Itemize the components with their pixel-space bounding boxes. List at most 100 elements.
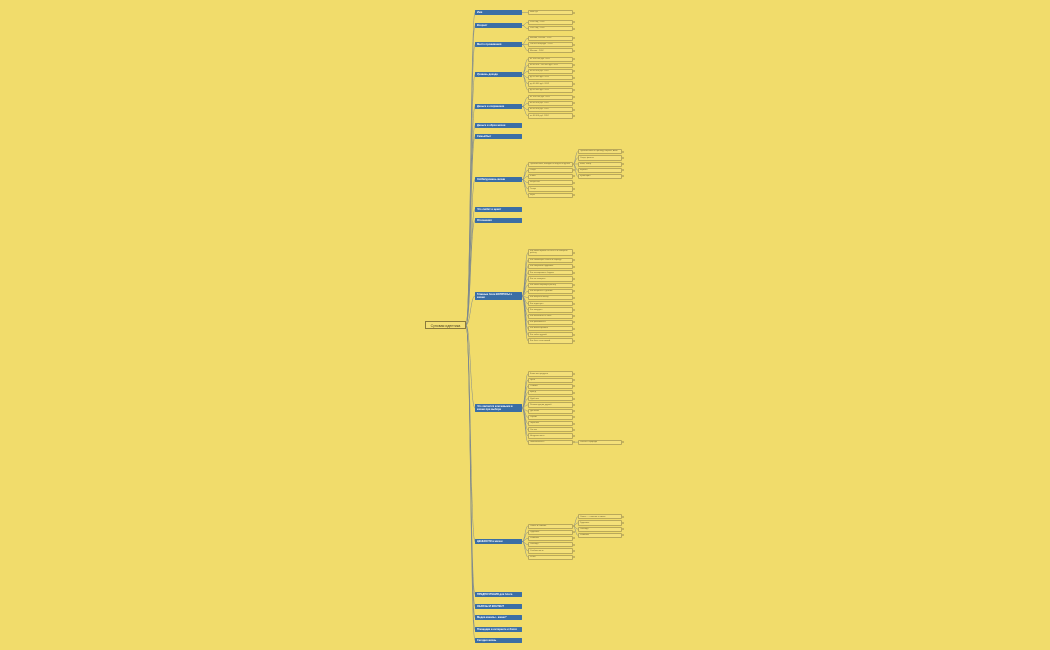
collapse-dot-icon[interactable] [572, 441, 575, 444]
collapse-dot-icon[interactable] [572, 531, 575, 534]
branch-topic[interactable]: ЦЕННОСТИ в жизни [475, 539, 522, 544]
collapse-dot-icon[interactable] [572, 321, 575, 324]
collapse-dot-icon[interactable] [572, 37, 575, 40]
collapse-dot-icon[interactable] [572, 302, 575, 305]
subtopic[interactable]: Книги [528, 173, 573, 180]
collapse-dot-icon[interactable] [572, 58, 575, 60]
subtopic[interactable]: Путешествия, поездки на отдых за рубеж [528, 161, 573, 167]
collapse-dot-icon[interactable] [621, 163, 624, 165]
collapse-dot-icon[interactable] [572, 556, 575, 558]
subtopic[interactable]: 2042 год - 2052 [528, 26, 573, 32]
collapse-dot-icon[interactable] [572, 76, 575, 79]
collapse-dot-icon[interactable] [572, 385, 575, 388]
collapse-dot-icon[interactable] [621, 528, 624, 531]
collapse-dot-icon[interactable] [572, 96, 575, 99]
subtopic[interactable]: Стабильность [528, 548, 573, 554]
subtopic[interactable]: Как планировать бюджет [528, 270, 573, 276]
subtopic[interactable]: Доставка [528, 408, 573, 414]
branch-topic[interactable]: ОБРАЗЫ И КОНТЕНТ [475, 604, 522, 609]
subtopic[interactable]: Искусство [528, 180, 573, 186]
subtopic[interactable]: Как найти время на себя и не потерять ра… [528, 248, 573, 257]
collapse-dot-icon[interactable] [572, 187, 575, 190]
collapse-dot-icon[interactable] [572, 265, 575, 268]
subtopic[interactable]: Как сохранить здоровье [528, 264, 573, 270]
sub-subtopic[interactable]: Спорт, фитнес [578, 155, 622, 161]
collapse-dot-icon[interactable] [621, 534, 624, 537]
root-topic[interactable]: Суповая идентика [425, 321, 466, 329]
subtopic[interactable]: Как не выгореть [528, 276, 573, 282]
subtopic[interactable]: Экологичность [528, 439, 573, 445]
branch-topic[interactable]: Что любит и ценит [475, 207, 522, 212]
sub-subtopic[interactable]: Забота о природе [578, 439, 622, 445]
collapse-dot-icon[interactable] [621, 169, 624, 172]
subtopic[interactable]: Бренд [528, 390, 573, 396]
collapse-dot-icon[interactable] [572, 64, 575, 67]
subtopic[interactable]: Игры [528, 192, 573, 198]
collapse-dot-icon[interactable] [572, 251, 575, 254]
subtopic[interactable]: Натуральность [528, 433, 573, 439]
subtopic[interactable]: Как общаться с детьми [528, 288, 573, 295]
collapse-dot-icon[interactable] [572, 259, 575, 262]
subtopic[interactable]: от 100 000 руб. 2052 [528, 94, 573, 100]
collapse-dot-icon[interactable] [621, 521, 624, 524]
subtopic[interactable]: Спорт [528, 167, 573, 173]
collapse-dot-icon[interactable] [572, 21, 575, 24]
subtopic[interactable]: Как инвестировать [528, 326, 573, 332]
sub-subtopic[interactable]: Семья — главное в жизни [578, 514, 622, 520]
collapse-dot-icon[interactable] [572, 327, 575, 330]
collapse-dot-icon[interactable] [572, 434, 575, 437]
branch-topic[interactable]: Площадки в интернете и блоги [475, 627, 522, 632]
collapse-dot-icon[interactable] [572, 379, 575, 382]
sub-subtopic[interactable]: Кино, театр [578, 161, 622, 167]
subtopic[interactable]: Как найти друзей [528, 332, 573, 338]
subtopic[interactable]: Как отдохнуть [528, 301, 573, 307]
branch-topic[interactable]: Место проживания [475, 42, 522, 47]
collapse-dot-icon[interactable] [572, 372, 575, 375]
branch-topic[interactable]: ПРЕДПОЧТЕНИЯ для блога [475, 592, 522, 597]
collapse-dot-icon[interactable] [621, 441, 624, 444]
subtopic[interactable]: от 40 000 руб. 2052 [528, 113, 573, 119]
collapse-dot-icon[interactable] [572, 82, 575, 85]
collapse-dot-icon[interactable] [572, 333, 575, 336]
sub-subtopic[interactable]: Музыка [578, 167, 622, 173]
subtopic[interactable]: Москва, Россия - 2052 [528, 35, 573, 42]
subtopic[interactable]: Москва - 2052 [528, 48, 573, 54]
collapse-dot-icon[interactable] [572, 428, 575, 431]
collapse-dot-icon[interactable] [572, 43, 575, 46]
subtopic[interactable]: Качество продукта [528, 371, 573, 377]
subtopic[interactable]: Свобода [528, 542, 573, 548]
collapse-dot-icon[interactable] [572, 410, 575, 413]
collapse-dot-icon[interactable] [572, 403, 575, 406]
subtopic[interactable]: Как найти хорошую работу [528, 282, 573, 288]
collapse-dot-icon[interactable] [572, 49, 575, 52]
collapse-dot-icon[interactable] [572, 102, 575, 105]
collapse-dot-icon[interactable] [572, 11, 575, 14]
collapse-dot-icon[interactable] [572, 271, 575, 274]
collapse-dot-icon[interactable] [572, 308, 575, 311]
branch-topic[interactable]: Имя [475, 10, 522, 15]
collapse-dot-icon[interactable] [572, 27, 575, 30]
branch-topic[interactable]: Возраст [475, 23, 522, 28]
sub-subtopic[interactable]: Свобода [578, 526, 622, 532]
subtopic[interactable]: от 60 000 руб. 2052 [528, 107, 573, 113]
sub-subtopic[interactable]: Путешествия за границу, Европа, Азия [578, 149, 622, 155]
collapse-dot-icon[interactable] [572, 194, 575, 196]
collapse-dot-icon[interactable] [572, 549, 575, 552]
branch-topic[interactable]: Хобби/уровень жизни [475, 177, 522, 182]
subtopic[interactable]: Семья и близкие [528, 523, 573, 529]
sub-subtopic[interactable]: Кулинария [578, 173, 622, 180]
branch-topic[interactable]: Главные боли ВОПРОСЫ к жизни [475, 292, 522, 300]
branch-topic[interactable]: Отношения [475, 218, 522, 223]
subtopic[interactable]: 2050 год - 2052 [528, 19, 573, 26]
collapse-dot-icon[interactable] [572, 537, 575, 540]
subtopic[interactable]: Цена [528, 377, 573, 383]
collapse-dot-icon[interactable] [572, 181, 575, 184]
subtopic[interactable]: Рекомендации друзей [528, 402, 573, 408]
branch-topic[interactable]: Деньги и сохранение [475, 104, 522, 109]
collapse-dot-icon[interactable] [572, 163, 575, 165]
subtopic[interactable]: Как выбрать школу [528, 295, 573, 301]
subtopic[interactable]: Здоровье [528, 529, 573, 535]
subtopic[interactable]: Как заботиться о себе [528, 313, 573, 319]
subtopic[interactable]: до 50 000 руб. 2052 [528, 75, 573, 81]
subtopic[interactable]: Развитие [528, 535, 573, 542]
